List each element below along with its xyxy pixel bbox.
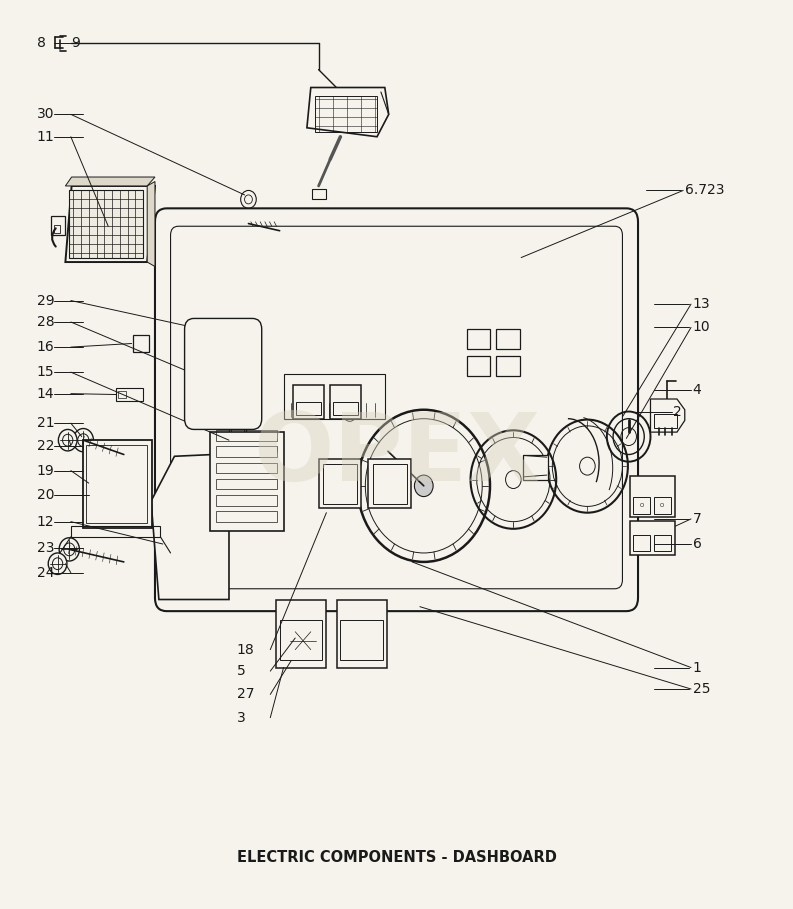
Text: 29: 29 [36, 294, 54, 307]
Bar [280, 620, 323, 660]
Bar [213, 341, 231, 361]
Text: 24: 24 [36, 565, 54, 580]
Bar [52, 215, 65, 235]
Text: 20: 20 [36, 488, 54, 502]
Bar [319, 459, 362, 508]
Bar [83, 440, 151, 528]
Bar [466, 329, 490, 349]
Text: O: O [660, 503, 665, 508]
Bar [209, 432, 284, 531]
Text: 2: 2 [673, 405, 682, 418]
Bar [118, 391, 126, 398]
Bar [284, 374, 385, 419]
Bar [232, 427, 243, 438]
Bar [86, 445, 147, 524]
Text: 19: 19 [36, 464, 54, 477]
Text: 12: 12 [36, 514, 54, 529]
Text: 18: 18 [237, 643, 255, 656]
Text: 14: 14 [36, 386, 54, 401]
Text: 21: 21 [36, 416, 54, 430]
Bar [133, 335, 149, 353]
FancyBboxPatch shape [155, 208, 638, 611]
Bar [653, 497, 671, 514]
Bar [236, 366, 252, 385]
FancyBboxPatch shape [170, 226, 623, 589]
Bar [340, 620, 383, 660]
Bar [276, 601, 327, 667]
Bar [333, 402, 358, 415]
Bar [54, 225, 60, 233]
Bar [296, 402, 321, 415]
Bar [315, 96, 377, 133]
Bar [630, 476, 676, 517]
Circle shape [48, 553, 67, 574]
Bar [71, 526, 160, 537]
Bar [496, 356, 519, 375]
Text: 15: 15 [36, 365, 54, 379]
Circle shape [59, 538, 79, 561]
Text: 9: 9 [71, 35, 80, 50]
Text: 25: 25 [692, 682, 710, 696]
Text: 13: 13 [692, 297, 711, 311]
Bar [634, 497, 650, 514]
Circle shape [59, 429, 77, 451]
Text: 8: 8 [36, 35, 45, 50]
Bar [369, 459, 412, 508]
Bar [496, 329, 519, 349]
Bar [630, 521, 676, 554]
Text: O: O [640, 503, 644, 508]
Polygon shape [151, 454, 229, 600]
Text: 3: 3 [237, 711, 246, 724]
Text: 27: 27 [237, 687, 255, 702]
Bar [634, 535, 650, 551]
Polygon shape [650, 399, 685, 432]
Bar [213, 366, 231, 385]
Bar [293, 385, 324, 419]
Bar [330, 385, 362, 419]
Text: ELECTRIC COMPONENTS - DASHBOARD: ELECTRIC COMPONENTS - DASHBOARD [236, 850, 557, 864]
Text: 5: 5 [237, 664, 246, 678]
Text: 30: 30 [36, 107, 54, 122]
Bar [216, 494, 277, 505]
Bar [336, 601, 387, 667]
Bar [236, 341, 252, 361]
Circle shape [415, 475, 433, 496]
Text: 11: 11 [36, 130, 54, 144]
Bar [653, 535, 671, 551]
Bar [232, 439, 243, 450]
Text: 4: 4 [692, 383, 701, 397]
Text: 7: 7 [692, 512, 701, 526]
Text: 6.723: 6.723 [685, 184, 724, 197]
Bar [216, 446, 277, 457]
Bar [69, 191, 144, 257]
Bar [312, 189, 327, 199]
FancyBboxPatch shape [185, 318, 262, 429]
Bar [374, 464, 407, 504]
Text: 1: 1 [692, 661, 702, 674]
Polygon shape [65, 177, 155, 186]
Circle shape [73, 428, 94, 452]
Polygon shape [65, 186, 155, 262]
Text: 22: 22 [36, 438, 54, 453]
Bar [216, 463, 277, 474]
Text: 23: 23 [36, 542, 54, 555]
Text: 10: 10 [692, 320, 711, 335]
Bar [466, 356, 490, 375]
Polygon shape [307, 87, 389, 136]
Text: 6: 6 [692, 537, 702, 551]
Bar [523, 454, 549, 480]
Text: 28: 28 [36, 315, 54, 329]
Bar [216, 511, 277, 522]
Bar [324, 464, 357, 504]
Polygon shape [147, 182, 155, 266]
Bar [116, 388, 144, 401]
Bar [216, 430, 277, 441]
Bar [216, 479, 277, 489]
Bar [653, 415, 677, 427]
Text: 16: 16 [36, 340, 54, 355]
Bar [229, 425, 246, 454]
Text: OPEX: OPEX [253, 408, 540, 501]
